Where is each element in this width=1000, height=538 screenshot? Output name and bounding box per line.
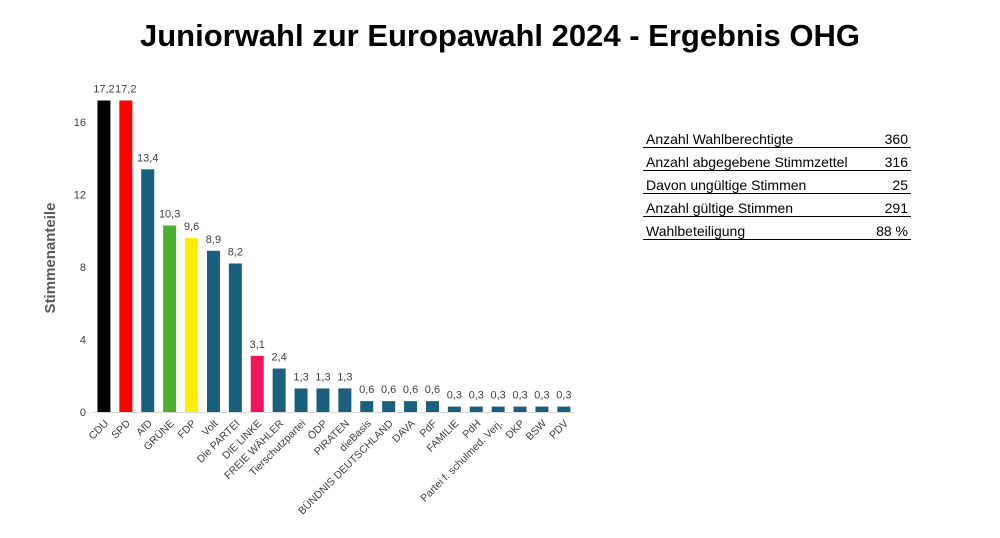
bar [119, 100, 133, 412]
statistics-table: Anzahl Wahlberechtigte 360 Anzahl abgege… [643, 125, 911, 240]
data-label: 0,6 [425, 384, 440, 396]
data-label: 0,6 [381, 384, 396, 396]
bar [272, 368, 286, 412]
data-label: 8,2 [228, 246, 243, 258]
bar [185, 238, 199, 412]
bar [250, 355, 264, 412]
bar [163, 225, 177, 412]
table-row: Davon ungültige Stimmen 25 [643, 170, 911, 194]
bar [382, 401, 396, 412]
data-label: 0,6 [359, 384, 374, 396]
stat-value: 316 [869, 147, 911, 171]
data-label: 0,3 [491, 390, 506, 402]
stat-label: Anzahl Wahlberechtigte [643, 125, 870, 148]
table-row: Anzahl abgegebene Stimmzettel 316 [643, 147, 911, 171]
category-label: SPD [109, 417, 133, 441]
data-label: 2,4 [272, 352, 287, 364]
bar [338, 388, 352, 412]
y-axis-label: Stimmenanteile [42, 203, 59, 314]
y-tick-label: 12 [74, 190, 86, 202]
data-labels: 17,2 17,2 13,4 10,3 9,6 8,9 8,2 3,1 2,4 1,3 1,3 1,3… [93, 83, 571, 401]
y-axis-ticks: 0 4 8 12 16 [74, 117, 86, 419]
data-label: 1,3 [315, 371, 330, 383]
data-label: 17,2 [93, 83, 114, 95]
table-row: Anzahl Wahlberechtigte 360 [643, 125, 911, 148]
data-label: 1,3 [337, 371, 352, 383]
category-label: BSW [524, 418, 549, 443]
bars [97, 100, 571, 412]
table-row: Anzahl gültige Stimmen 291 [643, 193, 911, 217]
y-tick-label: 0 [80, 407, 86, 419]
category-label: DKP [503, 418, 527, 442]
bar [513, 406, 527, 412]
stat-value: 88 % [869, 216, 911, 240]
bar [491, 406, 505, 412]
data-label: 9,6 [184, 221, 199, 233]
bar [97, 100, 111, 412]
bar [206, 250, 220, 412]
bar [228, 263, 242, 412]
bar-chart: Stimmenanteile 0 4 8 12 16 17,2 17,2 13,4 10,3 9… [42, 83, 575, 517]
category-label: CDU [86, 418, 111, 443]
data-label: 0,3 [469, 390, 484, 402]
bar [557, 406, 571, 412]
bar [316, 388, 330, 412]
y-tick-label: 4 [80, 335, 86, 347]
data-label: 0,3 [556, 390, 571, 402]
data-label: 0,3 [447, 390, 462, 402]
stat-value: 25 [869, 170, 911, 194]
data-label: 1,3 [293, 371, 308, 383]
data-label: 10,3 [159, 208, 180, 220]
bar [360, 401, 374, 412]
data-label: 13,4 [137, 152, 158, 164]
table-row: Wahlbeteiligung 88 % [643, 216, 911, 240]
category-label: PDV [547, 418, 571, 442]
bar [404, 401, 418, 412]
bar [141, 169, 155, 412]
bar [469, 406, 483, 412]
bar [294, 388, 308, 412]
stat-label: Anzahl gültige Stimmen [643, 193, 870, 217]
bar [535, 406, 549, 412]
page-title: Juniorwahl zur Europawahl 2024 - Ergebni… [139, 18, 861, 53]
data-label: 8,9 [206, 234, 221, 246]
data-label: 0,3 [534, 390, 549, 402]
data-label: 0,6 [403, 384, 418, 396]
category-label: DAVA [390, 418, 418, 446]
stat-label: Davon ungültige Stimmen [643, 170, 870, 194]
bar [425, 401, 439, 412]
y-tick-label: 8 [80, 262, 86, 274]
stat-value: 291 [869, 193, 911, 217]
stat-value: 360 [869, 125, 911, 148]
data-label: 3,1 [250, 339, 265, 351]
bar [447, 406, 461, 412]
stat-label: Wahlbeteiligung [643, 216, 870, 240]
category-label: FDP [175, 418, 198, 441]
data-label: 0,3 [512, 390, 527, 402]
stat-label: Anzahl abgegebene Stimmzettel [643, 147, 870, 171]
y-tick-label: 16 [74, 117, 86, 129]
data-label: 17,2 [115, 83, 136, 95]
